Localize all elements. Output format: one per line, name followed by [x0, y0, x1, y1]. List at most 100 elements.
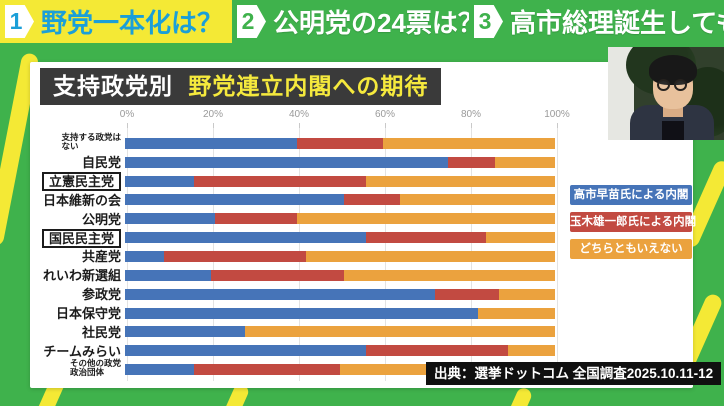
- bar-segment: [125, 345, 366, 357]
- glasses-icon: [656, 79, 690, 92]
- axis-tick-label: 100%: [544, 109, 570, 120]
- bar-segment: [305, 250, 555, 262]
- category-label: その他の政党 政治団体: [69, 357, 121, 378]
- stacked-bar-chart: 0% 20% 40% 60% 80% 100% 支持する政党は ない 自民党 立憲民主党 日本維…: [30, 106, 696, 388]
- bar-track: [125, 213, 555, 225]
- headline-label: 公明党の24票は？: [273, 8, 484, 38]
- axis-tick-mark: [557, 123, 558, 128]
- legend-entry: 高市早苗氏による内閣: [570, 185, 692, 205]
- bar-segment: [215, 213, 297, 225]
- headline-number-badge: 2: [237, 5, 266, 38]
- bar-track: [125, 175, 555, 187]
- bar-segment: [125, 232, 366, 244]
- bg-stripe: [491, 385, 534, 406]
- headline-number-badge: 1: [5, 5, 34, 38]
- bar-segment: [400, 194, 555, 206]
- chart-row: 日本維新の会: [30, 191, 693, 210]
- headline-number-badge: 3: [474, 5, 503, 38]
- bar-track: [125, 326, 555, 338]
- bar-segment: [245, 326, 555, 338]
- bar-segment: [383, 137, 555, 149]
- headline-item-3: 3 高市総理誕生しても…: [469, 0, 724, 43]
- grid-line: [557, 128, 558, 381]
- bar-segment: [125, 156, 448, 168]
- axis-tick-mark: [299, 123, 300, 128]
- chart-row: 日本保守党: [30, 304, 693, 323]
- category-label: 立憲民主党: [41, 172, 121, 192]
- bar-track: [125, 137, 555, 149]
- chart-title-prefix: 支持政党別: [53, 73, 173, 99]
- bar-segment: [365, 175, 555, 187]
- axis-tick-label: 40%: [288, 109, 309, 120]
- headline-item-1: 1 野党一本化は？: [0, 0, 232, 43]
- axis-tick-label: 0%: [119, 109, 135, 120]
- bar-segment: [507, 345, 555, 357]
- bar-segment: [434, 288, 500, 300]
- bar-segment: [125, 269, 211, 281]
- bar-track: [125, 194, 555, 206]
- category-label: 日本保守党: [55, 306, 121, 322]
- category-label: 自民党: [81, 155, 121, 171]
- legend-entry: 玉木雄一郎氏による内閣: [570, 212, 696, 232]
- chart-row: れいわ新選組: [30, 266, 693, 285]
- presenter-hair: [649, 55, 697, 85]
- category-label: れいわ新選組: [42, 268, 121, 284]
- bar-segment: [163, 250, 306, 262]
- axis-tick-mark: [127, 123, 128, 128]
- bar-segment: [477, 307, 555, 319]
- bar-segment: [193, 175, 366, 187]
- presenter-video: [608, 47, 724, 140]
- bar-segment: [296, 213, 555, 225]
- axis-tick-label: 80%: [460, 109, 481, 120]
- bar-track: [125, 156, 555, 168]
- bar-track: [125, 232, 555, 244]
- chart-row: 国民民主党: [30, 228, 693, 248]
- category-label: 参政党: [81, 287, 121, 303]
- chart-row: 立憲民主党: [30, 172, 693, 192]
- bar-segment: [494, 156, 555, 168]
- chart-row: 共産党: [30, 247, 693, 266]
- headline-item-2: 2 公明党の24票は？: [232, 0, 484, 43]
- axis-tick-label: 60%: [374, 109, 395, 120]
- bar-segment: [125, 288, 435, 300]
- bar-segment: [211, 269, 345, 281]
- headline-label: 高市総理誕生しても…: [510, 8, 724, 38]
- bar-segment: [365, 345, 508, 357]
- category-label: 社民党: [81, 324, 121, 340]
- chart-row: 社民党: [30, 322, 693, 341]
- chart-row: 公明党: [30, 209, 693, 228]
- bar-track: [125, 269, 555, 281]
- chart-title: 支持政党別 野党連立内閣への期待: [40, 68, 442, 105]
- bar-segment: [125, 250, 164, 262]
- chart-panel: 支持政党別 野党連立内閣への期待 0% 20% 40% 60% 80% 100% 支持する…: [30, 62, 696, 388]
- bar-track: [125, 345, 555, 357]
- legend-entry: どちらともいえない: [570, 239, 692, 259]
- bar-track: [125, 288, 555, 300]
- category-label: 日本維新の会: [42, 192, 121, 208]
- bar-segment: [344, 194, 401, 206]
- bar-track: [125, 250, 555, 262]
- category-label: チームみらい: [43, 343, 121, 359]
- bar-segment: [125, 194, 345, 206]
- chart-rows: 支持する政党は ない 自民党 立憲民主党 日本維新の会 公明党 国民民主党 共産党 れいわ新選…: [30, 132, 693, 379]
- category-label: 公明党: [81, 211, 121, 227]
- headline-label: 野党一本化は？: [41, 8, 224, 38]
- presenter-shirt: [662, 121, 684, 140]
- bar-segment: [193, 364, 340, 376]
- category-label: 共産党: [81, 249, 121, 265]
- chart-title-main: 野党連立内閣への期待: [188, 73, 429, 99]
- source-attribution: 出典：選挙ドットコム 全国調査2025.10.11-12: [426, 362, 722, 385]
- bar-segment: [499, 288, 555, 300]
- headline-banner: 1 野党一本化は？ 2 公明党の24票は？ 3 高市総理誕生しても…: [0, 0, 724, 43]
- bar-segment: [125, 175, 194, 187]
- bar-segment: [365, 232, 487, 244]
- chart-row: 自民党: [30, 153, 693, 172]
- bar-segment: [125, 364, 194, 376]
- bar-segment: [344, 269, 555, 281]
- axis-tick-mark: [385, 123, 386, 128]
- bar-track: [125, 307, 555, 319]
- bar-segment: [297, 137, 383, 149]
- bar-segment: [125, 326, 246, 338]
- bar-segment: [125, 137, 297, 149]
